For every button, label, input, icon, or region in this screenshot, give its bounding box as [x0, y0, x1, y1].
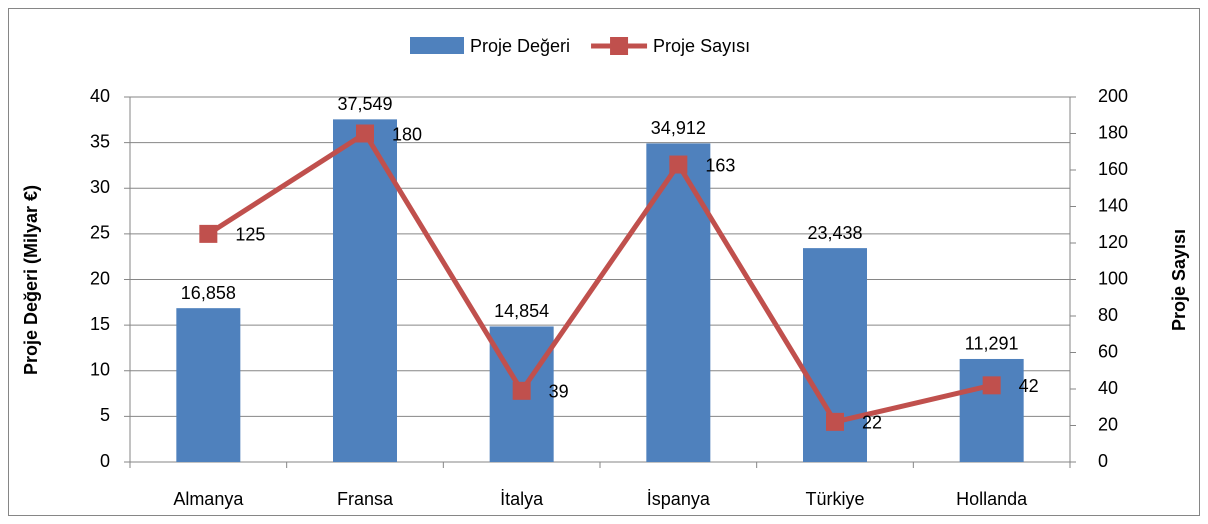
line-value-label: 39 [549, 382, 569, 402]
y2-tick-label: 0 [1098, 451, 1108, 471]
y2-tick-label: 180 [1098, 122, 1128, 142]
legend-marker [610, 37, 629, 55]
line [206, 130, 993, 425]
x-tick-label: İspanya [647, 489, 711, 509]
y2-tick-label: 140 [1098, 195, 1128, 215]
y2-tick-label: 120 [1098, 232, 1128, 252]
y2-tick-label: 160 [1098, 159, 1128, 179]
y2-axis-title: Proje Sayısı [1169, 229, 1189, 331]
x-tick-label: İtalya [500, 489, 544, 509]
line-marker [982, 376, 1001, 395]
y2-tick-label: 20 [1098, 414, 1118, 434]
y2-tick-label: 40 [1098, 378, 1118, 398]
line-marker [512, 381, 531, 400]
y-tick-label: 25 [90, 223, 110, 243]
y2-tick-label: 100 [1098, 268, 1128, 288]
y-axis-title: Proje Değeri (Milyar €) [21, 185, 41, 375]
bar [176, 308, 241, 462]
bar-value-label: 34,912 [651, 118, 706, 138]
bar [646, 143, 711, 463]
bar [333, 119, 397, 463]
y-tick-label: 0 [100, 451, 110, 471]
y-tick-label: 35 [90, 131, 110, 151]
y-tick-label: 5 [100, 405, 110, 425]
line-value-label: 163 [705, 155, 735, 175]
bar-value-label: 14,854 [494, 301, 549, 321]
line-marker [669, 155, 688, 174]
y-tick-label: 30 [90, 177, 110, 197]
line-value-label: 42 [1019, 376, 1039, 396]
x-tick-label: Hollanda [956, 489, 1028, 509]
y-tick-label: 10 [90, 360, 110, 380]
bar-value-label: 23,438 [807, 223, 862, 243]
bar [959, 358, 1024, 462]
legend-swatch [410, 37, 464, 54]
line-value-label: 180 [392, 124, 422, 144]
y2-tick-label: 200 [1098, 86, 1128, 106]
line-marker [199, 224, 218, 243]
bar-value-label: 16,858 [181, 283, 236, 303]
legend-label: Proje Sayısı [653, 36, 750, 56]
x-tick-label: Almanya [173, 489, 244, 509]
y-tick-label: 15 [90, 314, 110, 334]
x-tick-label: Türkiye [805, 489, 864, 509]
y-tick-label: 20 [90, 268, 110, 288]
line-marker [356, 124, 374, 143]
line-marker [826, 412, 844, 431]
bar-value-label: 37,549 [337, 94, 392, 114]
legend-label: Proje Değeri [470, 36, 570, 56]
bar-value-label: 11,291 [965, 334, 1019, 354]
y2-tick-label: 80 [1098, 305, 1118, 325]
x-tick-label: Fransa [337, 489, 394, 509]
y2-tick-label: 60 [1098, 341, 1118, 361]
line-value-label: 125 [235, 225, 265, 245]
line-value-label: 22 [862, 413, 882, 433]
y-tick-label: 40 [90, 86, 110, 106]
